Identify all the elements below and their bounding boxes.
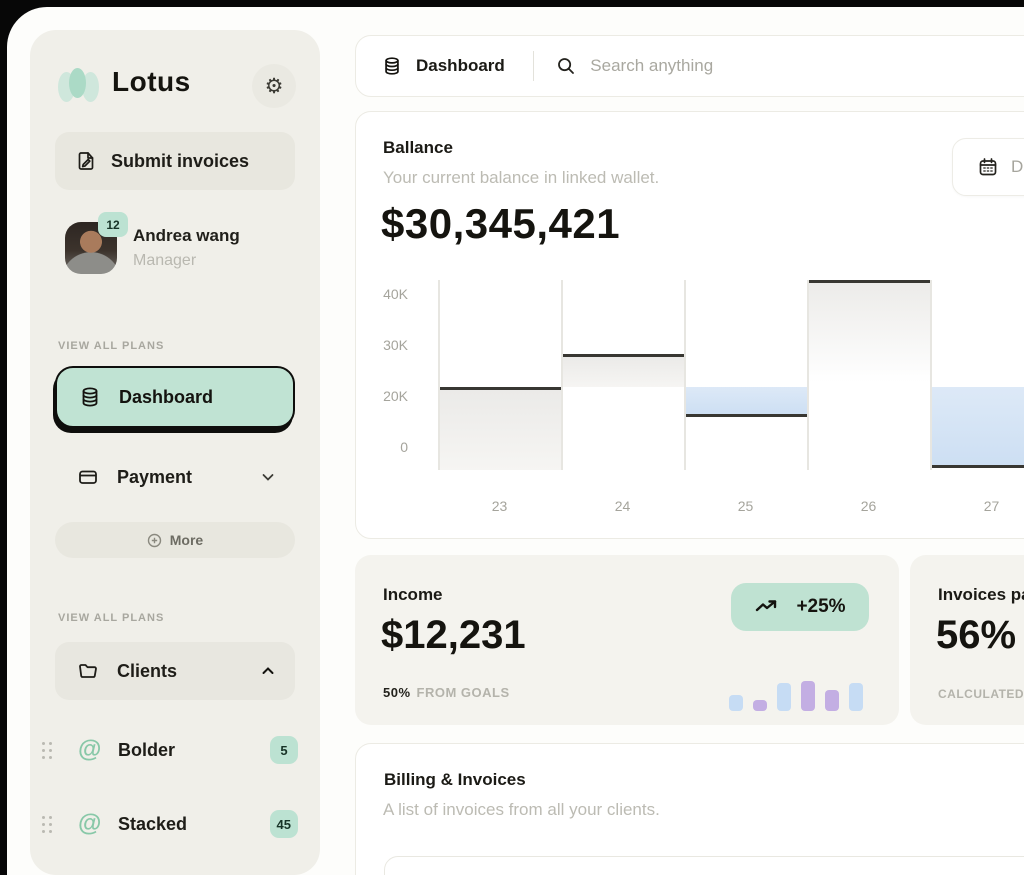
mini-bar (753, 700, 767, 711)
income-mini-chart (729, 661, 875, 711)
drag-handle-icon[interactable] (42, 816, 54, 836)
y-axis-tick: 0 (400, 439, 408, 455)
billing-invoices-card: Billing & Invoices A list of invoices fr… (355, 743, 1024, 875)
drag-handle-icon[interactable] (42, 742, 54, 762)
balance-title: Ballance (383, 138, 453, 157)
x-axis-tick: 26 (860, 498, 877, 514)
invoice-document-icon (78, 152, 94, 170)
chart-gridline (807, 280, 809, 470)
x-axis-tick: 23 (491, 498, 508, 514)
gear-icon: ⚙ (264, 74, 284, 98)
sidebar-item-dashboard-label: Dashboard (119, 386, 214, 407)
logo-text: Lotus (112, 66, 191, 97)
logo: Lotus ⚙ (58, 62, 296, 110)
search-placeholder: Search anything (590, 56, 714, 75)
invoices-paid-card: Invoices paid 56% CALCULATED FROM GOALS (910, 555, 1024, 725)
trend-badge: +25% (731, 583, 869, 631)
plus-circle-icon (147, 533, 161, 547)
billing-title: Billing & Invoices (384, 770, 526, 789)
income-goal: 50% FROM GOALS (383, 685, 510, 700)
invoices-title: Invoices paid (938, 585, 1024, 604)
search-input[interactable]: Search anything (556, 56, 1024, 76)
topbar: Dashboard Search anything (355, 35, 1024, 97)
billing-subtitle: A list of invoices from all your clients… (383, 800, 660, 819)
mini-bar (777, 683, 791, 711)
search-icon (558, 58, 575, 74)
sidebar-item-dashboard[interactable]: Dashboard (55, 366, 295, 428)
income-title: Income (383, 585, 443, 604)
sidebar-item-clients[interactable]: Clients (55, 642, 295, 700)
sidebar-item-clients-label: Clients (117, 660, 178, 681)
goal-label: FROM GOALS (416, 685, 510, 700)
settings-button[interactable]: ⚙ (252, 64, 296, 108)
x-axis-tick: 27 (983, 498, 1000, 514)
at-icon: @ (78, 736, 102, 763)
breadcrumb-label: Dashboard (416, 56, 505, 75)
app-window: Lotus ⚙ Submit invoices 12 Andrea wang M… (7, 7, 1024, 875)
profile-name: Andrea wang (133, 226, 240, 245)
balance-card: Ballance Your current balance in linked … (355, 111, 1024, 539)
mini-bar (825, 690, 839, 711)
divider (532, 51, 535, 81)
chart-gridline (930, 280, 932, 470)
credit-card-icon (79, 470, 97, 484)
client-label: Bolder (118, 740, 176, 760)
profile[interactable]: 12 Andrea wang Manager (65, 212, 295, 276)
section-label-plans-1: VIEW ALL PLANS (58, 340, 165, 352)
invoices-value: 56% (936, 613, 1017, 657)
client-item-bolder[interactable]: @ Bolder 5 (30, 728, 320, 776)
chart-gridline (438, 280, 440, 470)
date-button-label: Date (1011, 157, 1024, 176)
client-count-badge: 45 (269, 810, 298, 838)
sidebar: Lotus ⚙ Submit invoices 12 Andrea wang M… (30, 30, 320, 875)
waterfall-bar-27 (931, 386, 1024, 469)
database-icon (385, 57, 399, 75)
section-label-plans-2: VIEW ALL PLANS (58, 612, 165, 624)
balance-chart: 0 20K 30K 40K 23 24 25 26 27 (356, 112, 1024, 540)
client-label: Stacked (118, 814, 188, 834)
goal-percent: 50% (383, 685, 411, 700)
mini-bar (801, 681, 815, 711)
waterfall-bar-24 (562, 353, 684, 387)
waterfall-bar-25 (685, 386, 807, 418)
y-axis-tick: 20K (383, 388, 408, 404)
invoice-search-input[interactable]: Search invoices (384, 856, 1024, 875)
database-icon (82, 387, 98, 407)
balance-amount: $30,345,421 (381, 200, 621, 247)
submit-invoices-label: Submit invoices (111, 150, 250, 171)
sidebar-item-payment-label: Payment (117, 466, 193, 487)
breadcrumb[interactable]: Dashboard (356, 56, 505, 76)
y-axis-tick: 30K (383, 337, 408, 353)
x-axis-tick: 25 (737, 498, 754, 514)
waterfall-bar-26 (808, 280, 930, 387)
at-icon: @ (78, 810, 102, 837)
calendar-icon (979, 158, 997, 176)
sidebar-item-payment[interactable]: Payment (55, 448, 295, 506)
folder-icon (79, 664, 97, 678)
chart-gridline (561, 280, 563, 470)
more-button[interactable]: More (55, 522, 295, 558)
waterfall-bar-23 (439, 386, 561, 470)
balance-subtitle: Your current balance in linked wallet. (383, 168, 660, 187)
profile-role: Manager (133, 252, 197, 269)
mini-bar (849, 683, 863, 711)
chevron-down-icon (262, 474, 274, 481)
x-axis-tick: 24 (614, 498, 631, 514)
client-item-stacked[interactable]: @ Stacked 45 (30, 802, 320, 850)
y-axis-tick: 40K (383, 286, 408, 302)
notification-badge: 12 (98, 212, 128, 237)
submit-invoices-button[interactable]: Submit invoices (55, 132, 295, 190)
trending-up-icon (756, 600, 777, 612)
chart-gridline (684, 280, 686, 470)
mini-bar (729, 695, 743, 711)
lotus-logo-icon (58, 68, 102, 104)
trend-badge-label: +25% (796, 596, 846, 617)
chevron-up-icon (262, 667, 274, 674)
date-picker-button[interactable]: Date (952, 138, 1024, 196)
more-label: More (169, 532, 204, 548)
income-amount: $12,231 (381, 613, 526, 657)
income-card: Income $12,231 50% FROM GOALS +25% (355, 555, 899, 725)
client-count-badge: 5 (270, 736, 298, 764)
invoices-footnote: CALCULATED FROM GOALS (938, 687, 1024, 701)
